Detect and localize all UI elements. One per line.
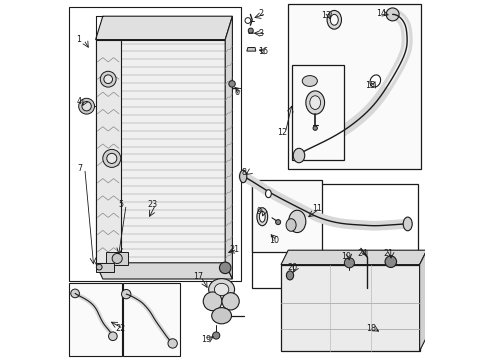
Text: 2: 2 bbox=[258, 9, 264, 18]
Polygon shape bbox=[96, 16, 232, 40]
Circle shape bbox=[275, 220, 281, 225]
Bar bbox=[252, 184, 418, 288]
Circle shape bbox=[104, 75, 113, 84]
Bar bbox=[123, 283, 180, 356]
Text: 13: 13 bbox=[321, 11, 331, 20]
Ellipse shape bbox=[403, 217, 412, 231]
Text: 21: 21 bbox=[383, 248, 393, 258]
Text: 4: 4 bbox=[77, 97, 82, 106]
Ellipse shape bbox=[286, 271, 294, 280]
Text: 22: 22 bbox=[116, 324, 125, 333]
Ellipse shape bbox=[289, 210, 306, 233]
Circle shape bbox=[245, 18, 251, 23]
Ellipse shape bbox=[330, 14, 338, 25]
Ellipse shape bbox=[259, 211, 265, 222]
Circle shape bbox=[385, 256, 396, 267]
Text: 24: 24 bbox=[357, 248, 368, 258]
Circle shape bbox=[122, 289, 131, 299]
Ellipse shape bbox=[203, 292, 222, 311]
Circle shape bbox=[313, 126, 318, 130]
Circle shape bbox=[344, 258, 354, 268]
Text: 3: 3 bbox=[258, 29, 263, 38]
Circle shape bbox=[229, 81, 235, 87]
Circle shape bbox=[213, 332, 220, 339]
Bar bbox=[281, 265, 419, 351]
Text: 19: 19 bbox=[201, 335, 211, 344]
Text: 10: 10 bbox=[269, 236, 279, 245]
Ellipse shape bbox=[257, 208, 268, 226]
Circle shape bbox=[220, 262, 231, 274]
Bar bbox=[292, 65, 344, 160]
Ellipse shape bbox=[306, 91, 324, 114]
Bar bbox=[69, 283, 122, 356]
Bar bbox=[288, 4, 421, 169]
Circle shape bbox=[100, 71, 116, 87]
Text: 17: 17 bbox=[193, 272, 203, 281]
Ellipse shape bbox=[215, 283, 229, 296]
Text: 15: 15 bbox=[366, 81, 376, 90]
Text: 9: 9 bbox=[256, 207, 261, 216]
Circle shape bbox=[386, 8, 399, 21]
Circle shape bbox=[107, 153, 117, 163]
Circle shape bbox=[97, 264, 102, 270]
Circle shape bbox=[168, 339, 177, 348]
Ellipse shape bbox=[266, 190, 271, 198]
Polygon shape bbox=[96, 40, 121, 263]
Text: 23: 23 bbox=[148, 200, 158, 209]
Text: 16: 16 bbox=[258, 47, 269, 56]
Polygon shape bbox=[106, 252, 128, 265]
Text: 8: 8 bbox=[242, 167, 247, 176]
Ellipse shape bbox=[209, 279, 235, 300]
Polygon shape bbox=[281, 250, 427, 265]
Polygon shape bbox=[96, 263, 114, 272]
Circle shape bbox=[248, 28, 253, 33]
Text: 12: 12 bbox=[277, 128, 288, 137]
Text: 20: 20 bbox=[288, 263, 298, 272]
Text: 19: 19 bbox=[341, 252, 351, 261]
Polygon shape bbox=[96, 40, 225, 263]
Ellipse shape bbox=[286, 219, 296, 231]
Ellipse shape bbox=[370, 75, 381, 87]
Text: 11: 11 bbox=[312, 204, 322, 212]
Polygon shape bbox=[96, 263, 232, 279]
Circle shape bbox=[82, 102, 91, 111]
Text: 5: 5 bbox=[118, 200, 123, 209]
Circle shape bbox=[79, 98, 95, 114]
Ellipse shape bbox=[302, 76, 318, 86]
Text: 18: 18 bbox=[367, 324, 376, 333]
Polygon shape bbox=[419, 250, 427, 351]
Text: 14: 14 bbox=[376, 9, 386, 18]
Text: 1: 1 bbox=[76, 35, 81, 44]
Ellipse shape bbox=[310, 96, 320, 109]
Circle shape bbox=[112, 253, 122, 264]
Text: 7: 7 bbox=[77, 164, 82, 173]
Ellipse shape bbox=[293, 148, 305, 163]
Circle shape bbox=[109, 332, 117, 341]
Polygon shape bbox=[247, 48, 256, 51]
Ellipse shape bbox=[212, 307, 231, 324]
Bar bbox=[69, 7, 242, 281]
Circle shape bbox=[71, 289, 79, 298]
Bar bbox=[252, 180, 322, 252]
Text: 6: 6 bbox=[234, 88, 239, 97]
Ellipse shape bbox=[327, 10, 342, 29]
Circle shape bbox=[103, 149, 121, 167]
Polygon shape bbox=[225, 16, 232, 279]
Text: 21: 21 bbox=[229, 245, 240, 253]
Ellipse shape bbox=[240, 170, 247, 183]
Ellipse shape bbox=[222, 293, 239, 310]
